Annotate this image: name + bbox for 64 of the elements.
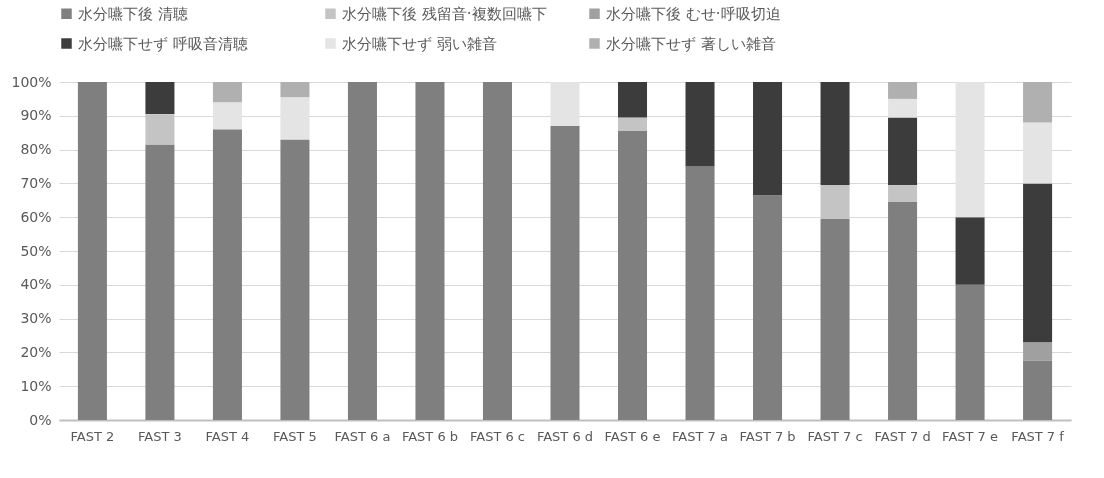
x-tick-label: FAST 7 c	[807, 428, 863, 444]
x-tick-label: FAST 7 b	[739, 428, 796, 444]
bar	[77, 82, 107, 420]
bar	[618, 117, 648, 132]
bar	[888, 201, 918, 420]
bar	[145, 144, 175, 420]
bar	[212, 129, 242, 420]
bar	[685, 82, 715, 167]
y-tick-label: 20%	[20, 343, 52, 360]
y-tick-label: 0%	[29, 411, 52, 428]
x-tick-label: FAST 4	[205, 428, 250, 444]
bar	[1023, 360, 1053, 420]
y-tick-label: 30%	[20, 310, 52, 327]
y-tick-label: 100%	[11, 73, 52, 90]
bar	[280, 82, 310, 98]
x-tick-label: FAST 6 d	[536, 428, 594, 444]
bar	[550, 125, 580, 420]
bar	[685, 166, 715, 420]
legend-label: 水分嚥下せず 弱い雑音	[342, 34, 497, 53]
x-tick-label: FAST 5	[273, 428, 317, 444]
x-tick-label: FAST 7 a	[672, 428, 728, 444]
bar	[820, 185, 850, 219]
bar	[347, 82, 377, 420]
y-tick-label: 90%	[20, 107, 52, 124]
legend-label: 水分嚥下せず 著しい雑音	[606, 34, 776, 53]
bar	[145, 82, 175, 115]
y-tick-label: 70%	[20, 174, 52, 191]
bar	[753, 82, 783, 196]
y-tick-label: 60%	[20, 208, 52, 225]
bar	[955, 217, 985, 285]
legend-label: 水分嚥下後 残留音·複数回嚥下	[342, 4, 547, 23]
bar	[820, 218, 850, 420]
bar	[1023, 82, 1053, 123]
bar	[1023, 183, 1053, 343]
legend-label: 水分嚥下後 清聴	[78, 4, 188, 23]
bar	[618, 131, 648, 420]
legend-label: 水分嚥下せず 呼吸音清聴	[78, 34, 248, 53]
bar	[415, 82, 445, 420]
bar	[888, 185, 918, 202]
bar	[820, 82, 850, 186]
x-tick-label: FAST 6 e	[604, 428, 661, 444]
x-tick-label: FAST 6 a	[334, 428, 391, 444]
y-tick-label: 40%	[20, 276, 52, 293]
bar	[482, 82, 512, 420]
bar	[955, 284, 985, 420]
bar	[212, 82, 242, 103]
bar	[280, 139, 310, 420]
y-tick-label: 50%	[20, 242, 52, 259]
bar	[145, 114, 175, 145]
bar	[618, 82, 648, 118]
bar	[888, 117, 918, 186]
bar	[753, 195, 783, 420]
x-tick-label: FAST 6 c	[469, 428, 526, 444]
x-tick-label: FAST 7 e	[942, 428, 999, 444]
bar	[888, 82, 918, 99]
y-tick-label: 80%	[20, 141, 52, 158]
y-tick-label: 10%	[20, 377, 52, 394]
x-tick-label: FAST 7 f	[1011, 428, 1065, 444]
x-tick-label: FAST 3	[138, 428, 182, 444]
x-tick-label: FAST 2	[70, 428, 115, 444]
x-tick-label: FAST 7 d	[874, 428, 931, 444]
legend-label: 水分嚥下後 むせ·呼吸切迫	[606, 4, 781, 23]
bar	[1023, 342, 1053, 361]
x-tick-label: FAST 6 b	[401, 428, 459, 444]
